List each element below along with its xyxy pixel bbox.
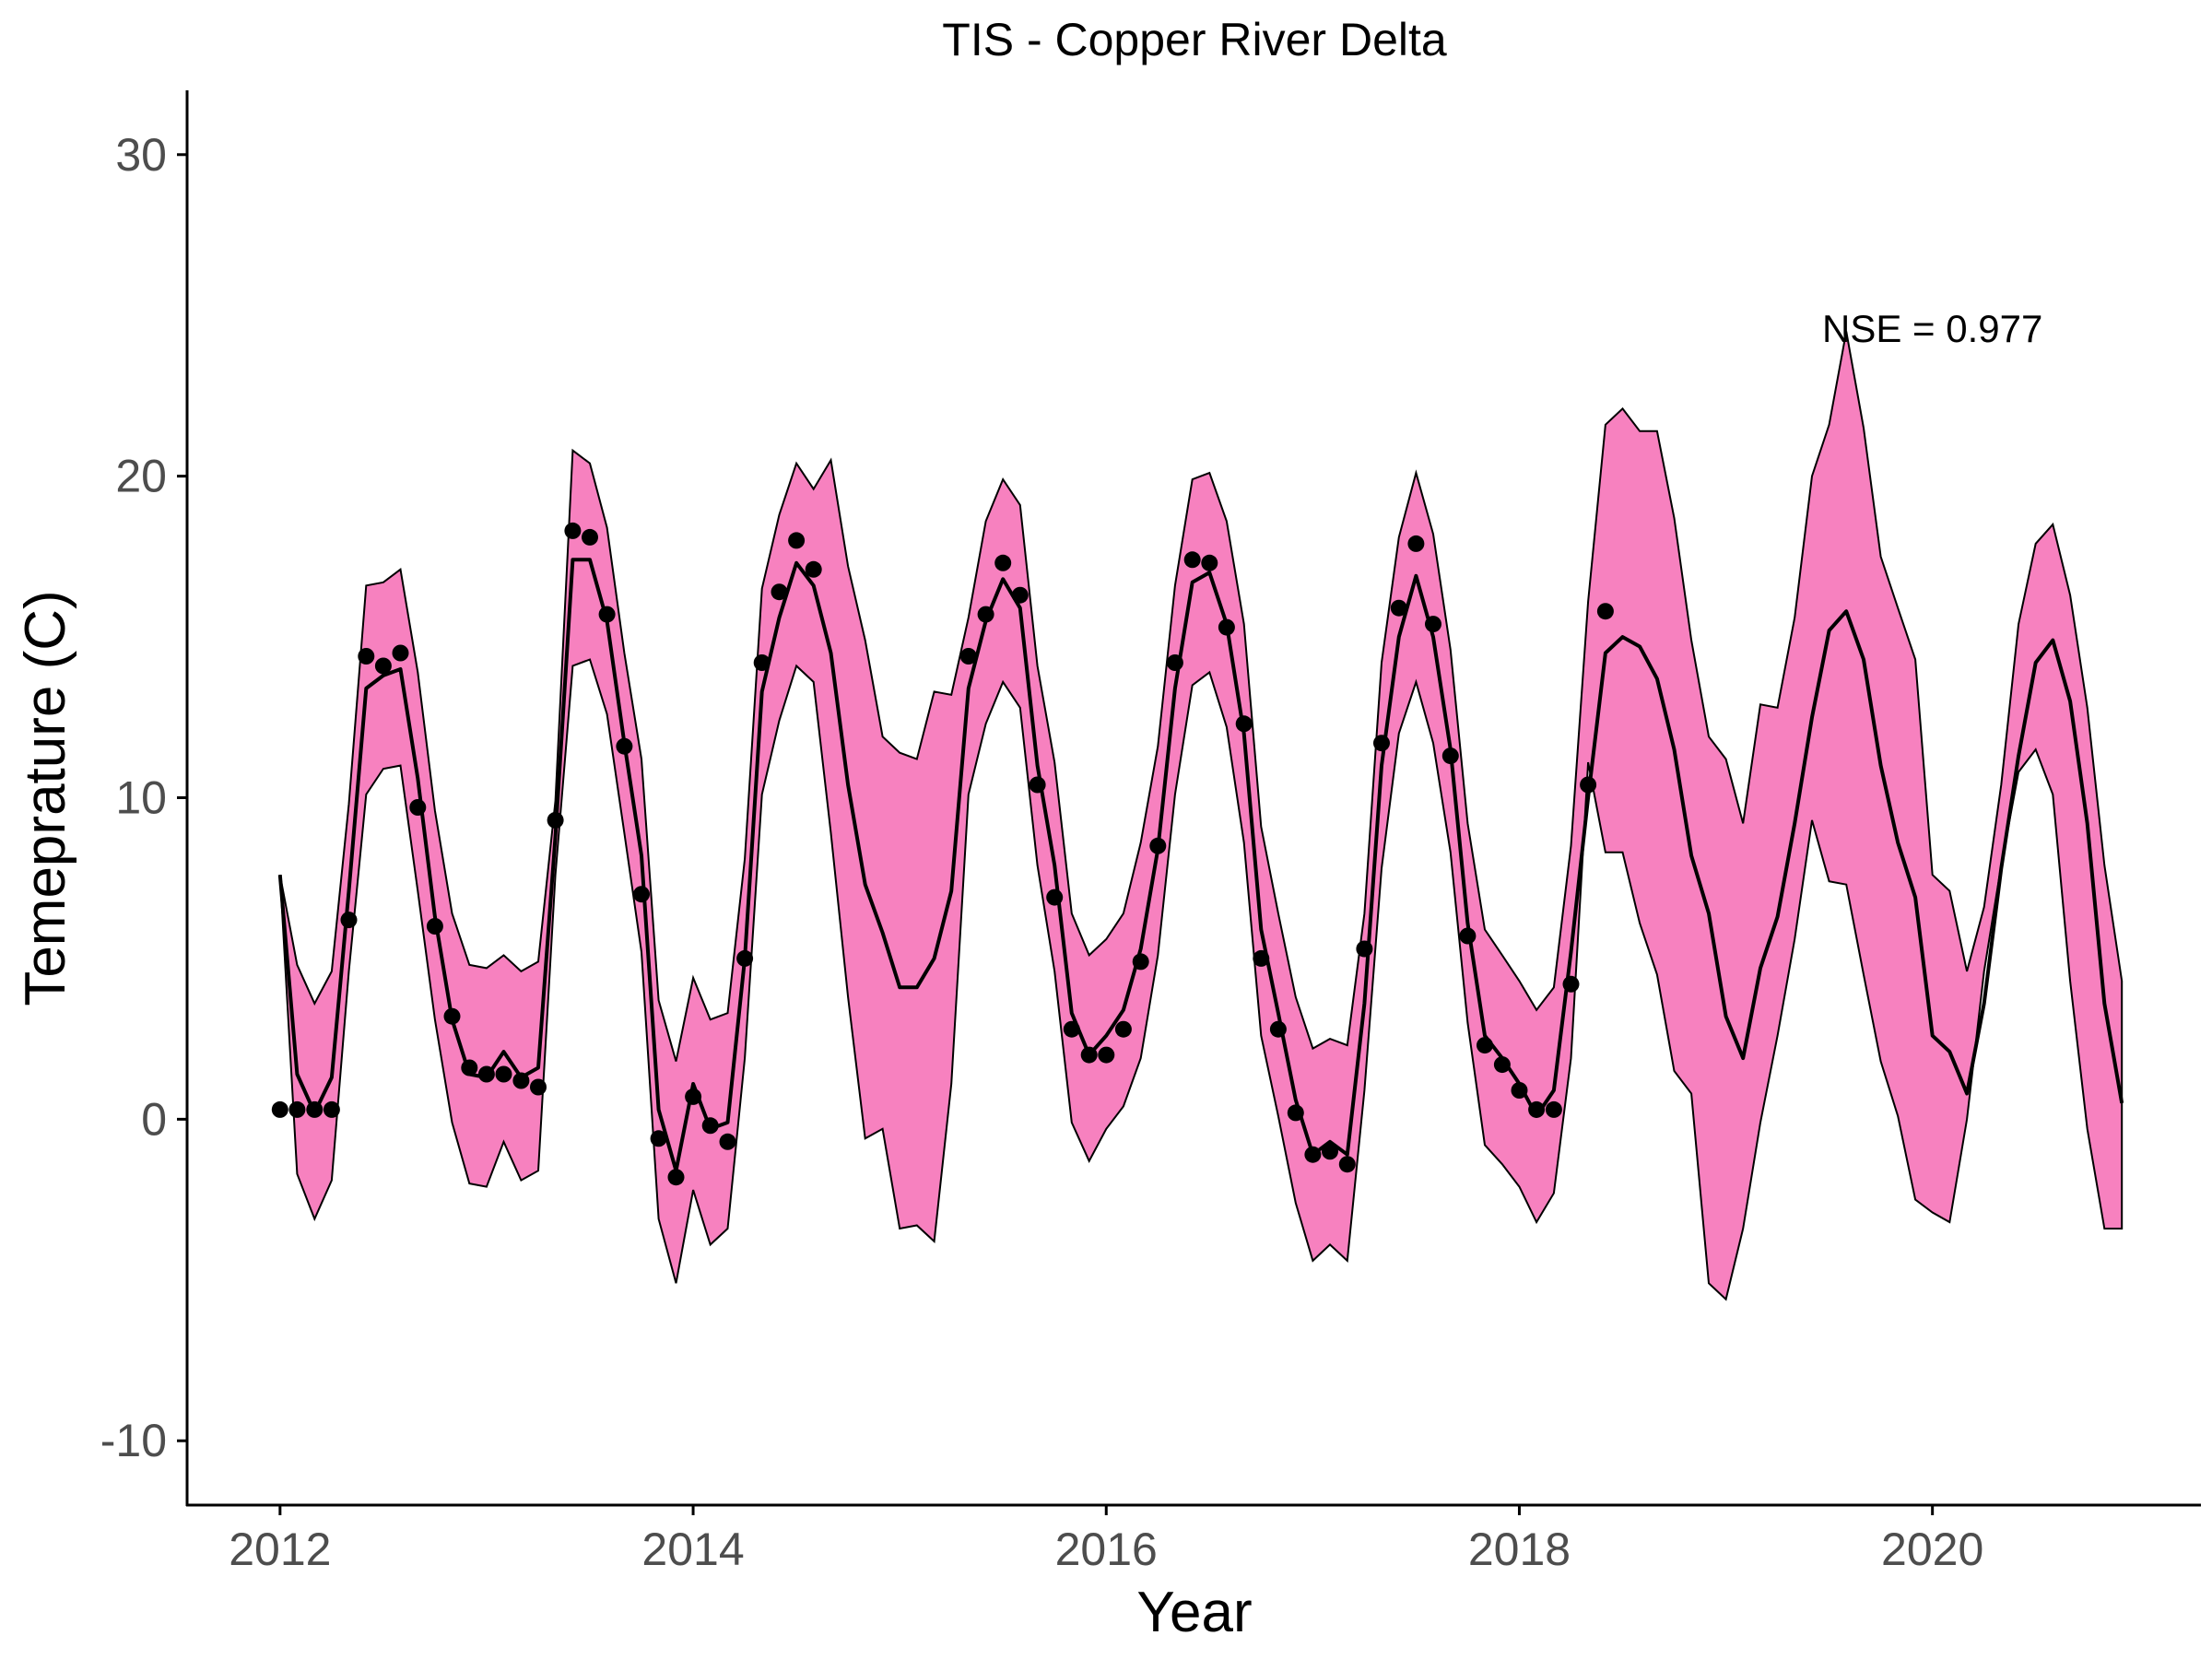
data-point <box>564 522 582 539</box>
data-point <box>1459 927 1477 945</box>
data-point <box>788 532 806 549</box>
data-point <box>598 606 616 623</box>
data-point <box>719 1133 736 1150</box>
data-point <box>1132 953 1149 971</box>
y-tick-label: 20 <box>115 451 167 502</box>
y-tick-label: 0 <box>141 1093 167 1145</box>
y-tick-label: 10 <box>115 772 167 824</box>
data-point <box>1407 535 1425 552</box>
data-point <box>1253 949 1270 967</box>
data-point <box>1046 888 1064 906</box>
nse-annotation: NSE = 0.977 <box>1822 307 2042 350</box>
x-tick-label: 2014 <box>641 1524 744 1575</box>
data-point <box>633 886 650 903</box>
data-point <box>805 560 822 578</box>
data-point <box>1338 1156 1356 1173</box>
data-point <box>977 606 994 623</box>
data-point <box>1080 1046 1098 1064</box>
data-point <box>701 1117 719 1135</box>
data-point <box>409 799 427 816</box>
data-point <box>358 648 375 665</box>
x-axis-label: Year <box>1136 1581 1252 1644</box>
data-point <box>959 648 977 665</box>
data-point <box>1287 1104 1304 1122</box>
data-point <box>1011 586 1029 604</box>
y-tick-label: 30 <box>115 129 167 181</box>
data-point <box>1098 1046 1115 1064</box>
y-axis-label: Temeprature (C) <box>14 590 77 1006</box>
y-axis-ticks: -10 0 10 20 30 <box>100 129 187 1466</box>
data-point <box>1596 603 1614 620</box>
data-point <box>340 912 358 929</box>
data-point <box>667 1169 685 1186</box>
data-point <box>426 918 443 935</box>
data-point <box>477 1065 495 1083</box>
chart-title: TIS - Copper River Delta <box>942 14 1447 65</box>
data-point <box>753 654 771 671</box>
x-tick-label: 2018 <box>1468 1524 1571 1575</box>
data-point <box>1528 1100 1546 1118</box>
data-point <box>685 1088 702 1105</box>
data-point <box>1114 1020 1132 1038</box>
data-point <box>1580 776 1597 794</box>
data-point <box>994 554 1012 571</box>
data-point <box>461 1059 478 1077</box>
data-point <box>616 737 633 755</box>
data-point <box>1425 616 1441 633</box>
data-point <box>512 1072 530 1089</box>
data-point <box>1149 837 1167 854</box>
data-point <box>582 528 598 546</box>
data-point <box>1269 1020 1287 1038</box>
data-point <box>1201 554 1218 571</box>
data-point <box>1029 776 1046 794</box>
data-point <box>1218 618 1235 636</box>
data-point <box>1304 1146 1322 1163</box>
y-tick-label: -10 <box>100 1415 167 1466</box>
data-point <box>1441 747 1459 765</box>
data-point <box>1477 1037 1493 1054</box>
x-tick-label: 2016 <box>1055 1524 1158 1575</box>
data-point <box>271 1100 288 1118</box>
data-point <box>443 1007 461 1025</box>
data-point <box>1390 599 1407 617</box>
prediction-interval-band <box>278 331 2124 1301</box>
model-line <box>277 558 2124 1173</box>
data-point <box>1183 551 1201 569</box>
x-tick-label: 2020 <box>1881 1524 1983 1575</box>
data-point <box>650 1130 667 1147</box>
data-point <box>288 1100 306 1118</box>
data-point <box>1166 654 1183 671</box>
data-point <box>392 644 409 662</box>
data-point <box>1356 940 1373 958</box>
data-point <box>323 1100 340 1118</box>
data-point <box>374 657 392 675</box>
data-point <box>1493 1056 1511 1074</box>
data-point <box>495 1065 512 1083</box>
data-point <box>1545 1100 1562 1118</box>
data-point <box>771 583 788 601</box>
data-point <box>547 811 564 829</box>
data-point <box>736 949 754 967</box>
x-axis-ticks: 2012 2014 2016 2018 2020 <box>229 1505 1983 1575</box>
plot-area <box>271 331 2124 1301</box>
data-point <box>1322 1143 1338 1160</box>
observed-points <box>271 522 1614 1186</box>
x-tick-label: 2012 <box>229 1524 331 1575</box>
data-point <box>1063 1020 1080 1038</box>
data-point <box>1511 1082 1528 1099</box>
data-point <box>306 1100 324 1118</box>
data-point <box>1373 735 1390 752</box>
data-point <box>1562 975 1580 993</box>
data-point <box>530 1078 547 1096</box>
data-point <box>1235 715 1253 733</box>
